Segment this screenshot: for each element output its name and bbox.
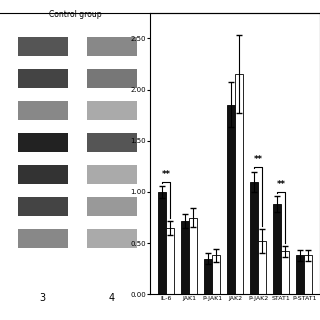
Text: (B): (B): [100, 0, 118, 2]
Bar: [87, 133, 137, 152]
Bar: [227, 105, 235, 294]
Text: 4: 4: [109, 292, 115, 303]
Bar: [18, 37, 68, 56]
Bar: [304, 255, 312, 294]
Bar: [18, 165, 68, 184]
Bar: [166, 228, 174, 294]
Bar: [18, 69, 68, 88]
Text: 3: 3: [40, 292, 46, 303]
Bar: [87, 69, 137, 88]
Bar: [235, 74, 243, 294]
Bar: [258, 241, 266, 294]
Bar: [87, 165, 137, 184]
Text: **: **: [254, 155, 263, 164]
Bar: [18, 197, 68, 216]
Bar: [18, 229, 68, 248]
Text: **: **: [162, 170, 171, 179]
Bar: [87, 101, 137, 120]
Bar: [158, 192, 166, 294]
Bar: [250, 182, 258, 294]
Bar: [87, 37, 137, 56]
Bar: [189, 218, 197, 294]
Bar: [87, 229, 137, 248]
Bar: [296, 255, 304, 294]
Bar: [281, 252, 289, 294]
Bar: [212, 255, 220, 294]
Bar: [181, 221, 189, 294]
Bar: [87, 197, 137, 216]
Bar: [273, 204, 281, 294]
Text: **: **: [277, 180, 286, 189]
Bar: [18, 133, 68, 152]
Text: Control group: Control group: [49, 10, 101, 19]
Bar: [18, 101, 68, 120]
Bar: [204, 259, 212, 294]
